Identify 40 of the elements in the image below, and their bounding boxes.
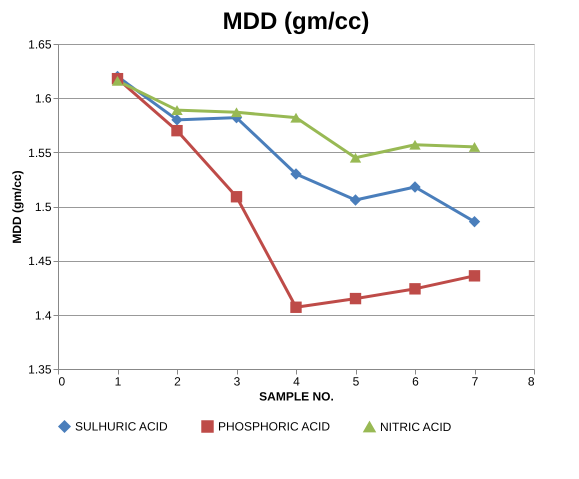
x-tick-label: 8: [528, 374, 535, 388]
y-tick-label: 1.5: [34, 200, 52, 214]
legend-label: NITRIC ACID: [380, 420, 452, 434]
x-tick-label: 1: [114, 374, 122, 388]
point: [468, 142, 480, 152]
legend-label: SULHURIC ACID: [75, 420, 168, 434]
point: [290, 168, 302, 180]
x-tick-label: 2: [174, 374, 182, 388]
point: [171, 105, 183, 116]
point: [350, 152, 362, 163]
x-tick-label: 0: [58, 374, 66, 388]
x-tick-label: 6: [412, 374, 420, 388]
point: [290, 302, 302, 313]
y-tick-label: 1.4: [34, 308, 52, 322]
point: [230, 191, 242, 202]
point: [171, 114, 183, 126]
point: [409, 283, 421, 295]
y-tick-label: 1.45: [28, 254, 52, 268]
x-tick-label: 4: [293, 374, 300, 388]
point: [409, 140, 421, 150]
y-axis-title: MDD (gm/cc): [10, 170, 24, 244]
point: [112, 76, 124, 86]
y-tick-label: 1.55: [28, 146, 52, 160]
point: [171, 124, 183, 136]
point: [230, 107, 242, 118]
point: [468, 270, 480, 282]
x-tick-label: 5: [352, 374, 360, 388]
y-tick-label: 1.65: [28, 38, 52, 52]
point: [350, 194, 362, 206]
legend-label: PHOSPHORIC ACID: [218, 420, 330, 434]
point: [290, 112, 302, 123]
x-axis-title: SAMPLE NO.: [259, 390, 334, 404]
y-tick-label: 1.6: [34, 92, 52, 106]
chart-title: MDD (gm/cc): [222, 8, 370, 35]
x-tick-label: 7: [472, 374, 479, 388]
point: [350, 292, 362, 304]
point: [409, 181, 421, 193]
y-tick-label: 1.35: [28, 362, 52, 376]
point: [468, 216, 480, 228]
x-tick-label: 3: [234, 374, 241, 388]
